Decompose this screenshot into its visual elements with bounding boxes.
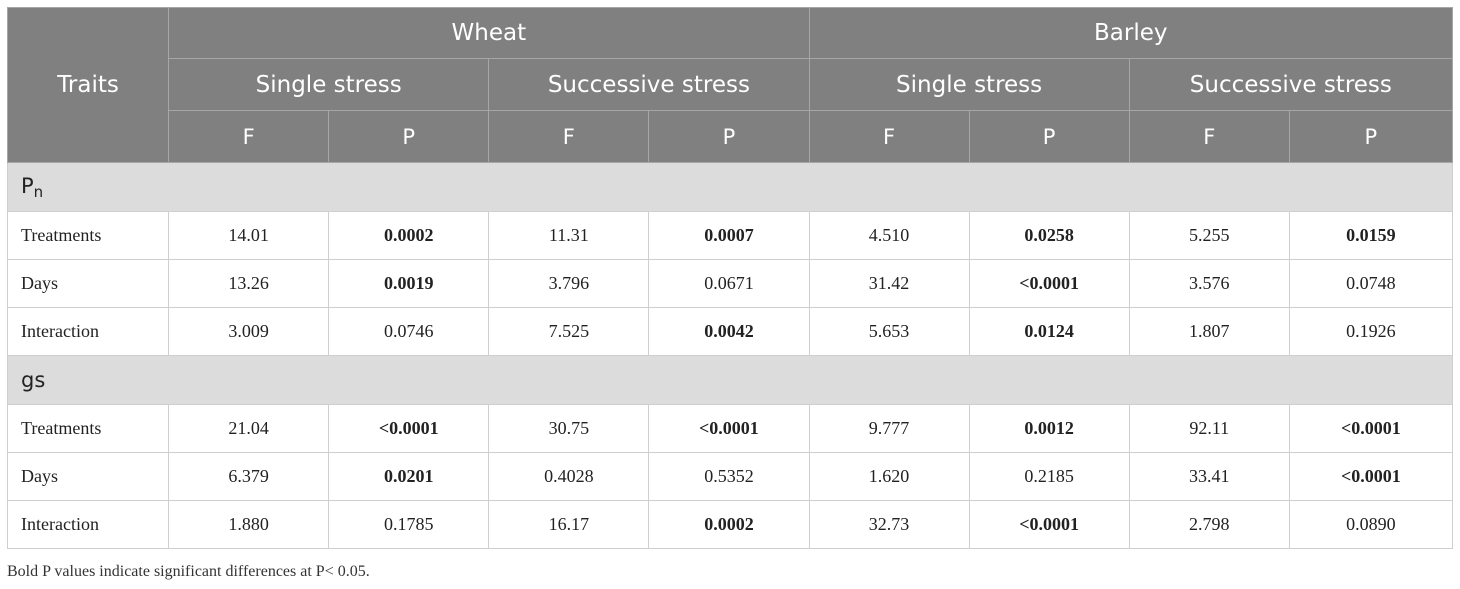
- stress-header: Single stress: [808, 58, 1130, 111]
- stat-header: F: [808, 110, 970, 163]
- p-value-cell: 0.0007: [648, 211, 810, 260]
- p-value-cell: 0.0746: [328, 307, 490, 356]
- p-value-cell: 0.0124: [968, 307, 1130, 356]
- p-value-cell: <0.0001: [968, 500, 1130, 549]
- p-value-cell: 0.0258: [968, 211, 1130, 260]
- section-label: Pn: [7, 162, 1453, 212]
- row-label: Days: [6, 452, 170, 501]
- f-value-cell: 5.653: [808, 307, 970, 356]
- f-value-cell: 21.04: [168, 404, 330, 453]
- p-value-cell: <0.0001: [968, 259, 1130, 308]
- p-value-cell: <0.0001: [1288, 404, 1454, 453]
- f-value-cell: 3.009: [168, 307, 330, 356]
- stat-header: P: [1288, 110, 1454, 163]
- table-body: Pn Treatments 14.01 0.0002 11.31 0.0007 4.510 0…: [6, 162, 1454, 549]
- stat-header: P: [968, 110, 1130, 163]
- traits-header: Traits: [6, 7, 170, 163]
- p-value-cell: 0.1785: [328, 500, 490, 549]
- f-value-cell: 0.4028: [488, 452, 650, 501]
- trait-subscript: n: [33, 182, 44, 201]
- p-value-cell: 0.0748: [1288, 259, 1454, 308]
- f-value-cell: 31.42: [808, 259, 970, 308]
- row-label: Days: [6, 259, 170, 308]
- table-row: Days 13.26 0.0019 3.796 0.0671 31.42 <0.0001 3.…: [6, 259, 1454, 308]
- crop-header-wheat: Wheat: [168, 7, 810, 59]
- f-value-cell: 33.41: [1128, 452, 1290, 501]
- row-label: Interaction: [6, 500, 170, 549]
- table-row: Days 6.379 0.0201 0.4028 0.5352 1.620 0.2185 33…: [6, 452, 1454, 501]
- f-value-cell: 13.26: [168, 259, 330, 308]
- f-value-cell: 32.73: [808, 500, 970, 549]
- table-row: Treatments 21.04 <0.0001 30.75 <0.0001 9.777 0…: [6, 404, 1454, 453]
- p-value-cell: 0.0012: [968, 404, 1130, 453]
- table-row: Interaction 3.009 0.0746 7.525 0.0042 5.653 0.…: [6, 307, 1454, 356]
- f-value-cell: 3.576: [1128, 259, 1290, 308]
- section-label: gs: [7, 355, 1453, 405]
- f-value-cell: 3.796: [488, 259, 650, 308]
- stat-header: P: [328, 110, 490, 163]
- table-header: Traits Wheat Barley Single stress Succes…: [6, 7, 1454, 163]
- trait-name: P: [21, 173, 34, 198]
- table-row: Treatments 14.01 0.0002 11.31 0.0007 4.510 0.0…: [6, 211, 1454, 260]
- p-value-cell: <0.0001: [328, 404, 490, 453]
- f-value-cell: 14.01: [168, 211, 330, 260]
- row-label: Interaction: [6, 307, 170, 356]
- p-value-cell: 0.0890: [1288, 500, 1454, 549]
- p-value-cell: 0.0159: [1288, 211, 1454, 260]
- f-value-cell: 92.11: [1128, 404, 1290, 453]
- f-value-cell: 2.798: [1128, 500, 1290, 549]
- p-value-cell: 0.0201: [328, 452, 490, 501]
- stat-header: P: [648, 110, 810, 163]
- f-value-cell: 1.880: [168, 500, 330, 549]
- f-value-cell: 1.807: [1128, 307, 1290, 356]
- f-value-cell: 30.75: [488, 404, 650, 453]
- p-value-cell: <0.0001: [648, 404, 810, 453]
- table-footnote: Bold P values indicate significant diffe…: [7, 563, 370, 580]
- p-value-cell: 0.0019: [328, 259, 490, 308]
- f-value-cell: 16.17: [488, 500, 650, 549]
- p-value-cell: 0.2185: [968, 452, 1130, 501]
- f-value-cell: 7.525: [488, 307, 650, 356]
- f-value-cell: 9.777: [808, 404, 970, 453]
- section-row: Pn: [7, 162, 1453, 212]
- stress-header: Successive stress: [1128, 58, 1454, 111]
- f-value-cell: 11.31: [488, 211, 650, 260]
- stress-header: Successive stress: [488, 58, 810, 111]
- anova-table: Traits Wheat Barley Single stress Succes…: [6, 7, 1454, 549]
- crop-header-barley: Barley: [808, 7, 1453, 59]
- f-value-cell: 5.255: [1128, 211, 1290, 260]
- row-label: Treatments: [6, 404, 170, 453]
- p-value-cell: 0.0002: [648, 500, 810, 549]
- p-value-cell: 0.0002: [328, 211, 490, 260]
- p-value-cell: 0.5352: [648, 452, 810, 501]
- table-row: Interaction 1.880 0.1785 16.17 0.0002 32.73 <0…: [6, 500, 1454, 549]
- stress-header: Single stress: [168, 58, 490, 111]
- p-value-cell: 0.1926: [1288, 307, 1454, 356]
- stat-header: F: [168, 110, 330, 163]
- f-value-cell: 4.510: [808, 211, 970, 260]
- section-row: gs: [7, 355, 1453, 405]
- p-value-cell: 0.0042: [648, 307, 810, 356]
- row-label: Treatments: [6, 211, 170, 260]
- p-value-cell: <0.0001: [1288, 452, 1454, 501]
- stat-header: F: [1128, 110, 1290, 163]
- trait-name: gs: [21, 368, 46, 392]
- f-value-cell: 6.379: [168, 452, 330, 501]
- p-value-cell: 0.0671: [648, 259, 810, 308]
- stat-header: F: [488, 110, 650, 163]
- f-value-cell: 1.620: [808, 452, 970, 501]
